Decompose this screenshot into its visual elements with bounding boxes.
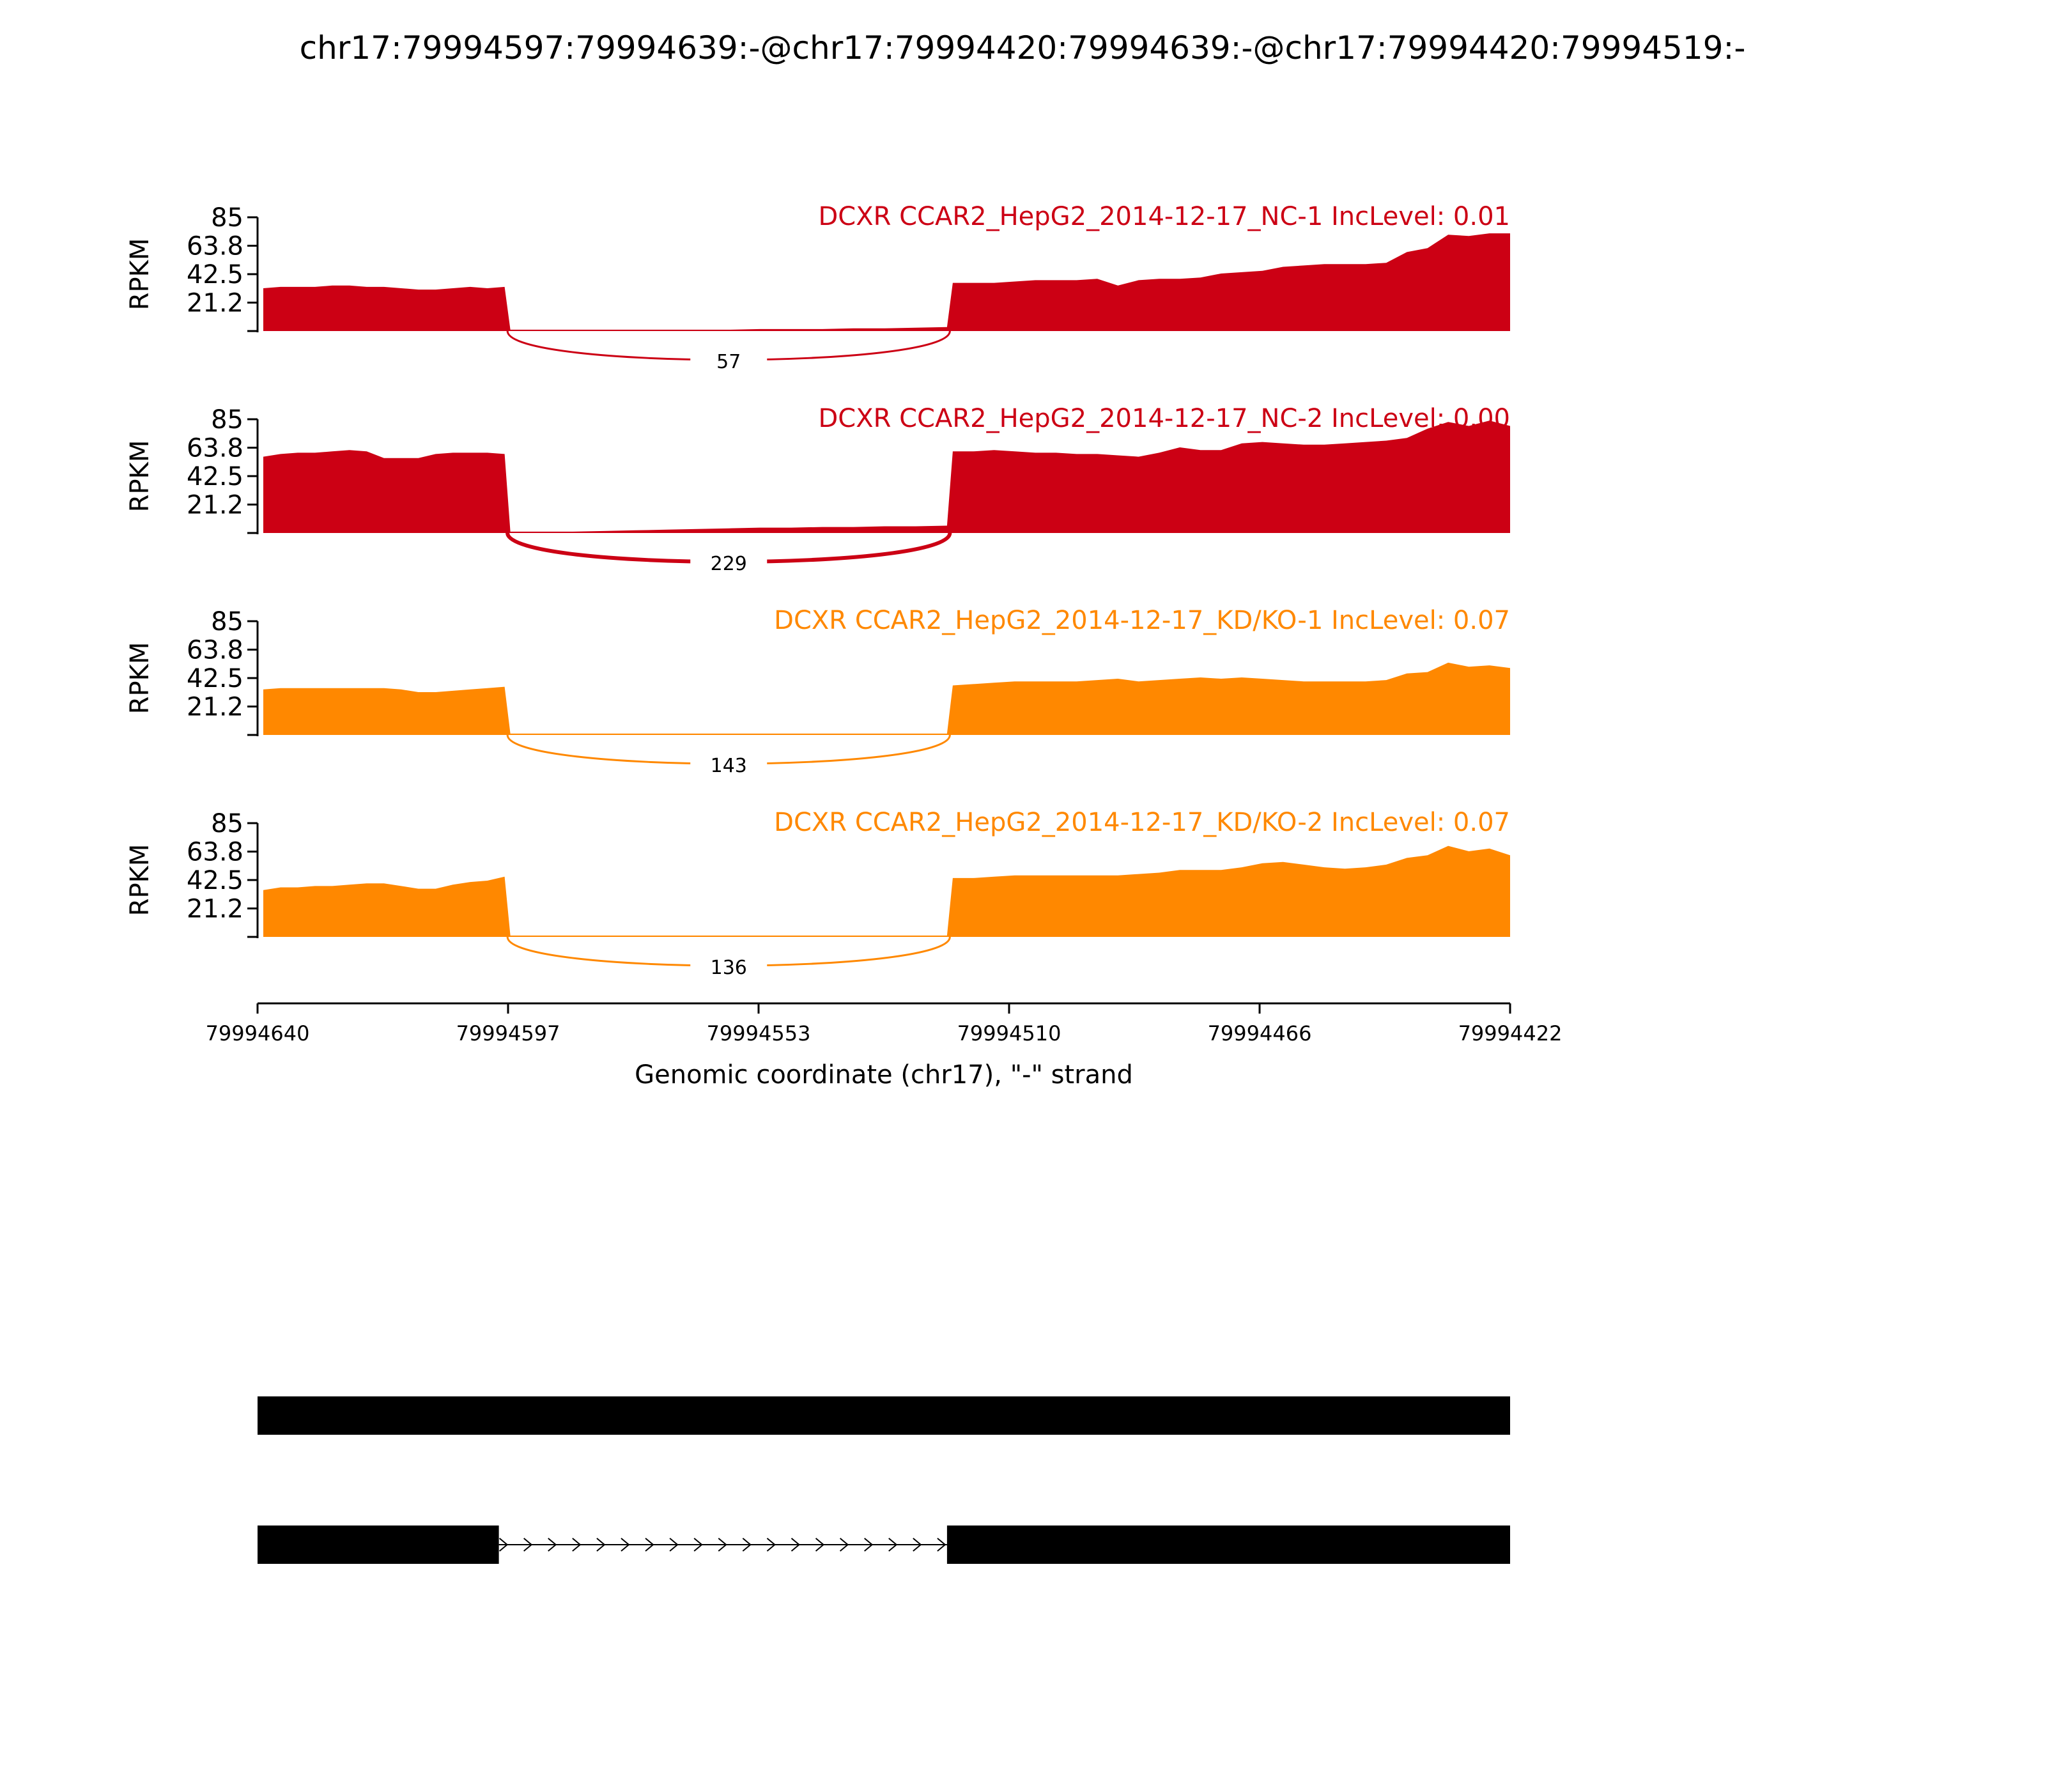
coverage-area: [263, 233, 1510, 331]
junction-count-label: 136: [711, 957, 747, 979]
y-tick-label: 63.8: [187, 434, 243, 463]
y-tick-label: 21.2: [187, 491, 243, 520]
y-tick-label: 21.2: [187, 289, 243, 318]
x-tick-label: 79994422: [1458, 1021, 1563, 1046]
intron-arrow: [596, 1538, 606, 1552]
y-axis-label: RPKM: [125, 440, 155, 513]
x-axis-label: Genomic coordinate (chr17), "-" strand: [635, 1060, 1133, 1090]
coverage-area: [263, 421, 1510, 533]
y-axis-label: RPKM: [125, 238, 155, 311]
coverage-area: [263, 846, 1510, 937]
y-tick-label: 85: [211, 809, 243, 838]
junction-label-bg: [690, 751, 768, 779]
track-1: 21.242.563.885 RPKM 57 DCXR CCAR2_HepG2_201…: [125, 202, 1510, 375]
junction-label-bg: [690, 549, 768, 577]
intron-arrow: [791, 1538, 801, 1552]
intron-arrow: [572, 1538, 582, 1552]
track-3: 21.242.563.885 RPKM 143 DCXR CCAR2_HepG2_20…: [125, 606, 1510, 779]
junction-count-label: 229: [711, 553, 747, 575]
x-axis: 79994640 79994597 79994553 79994510 79994466…: [206, 1002, 1563, 1046]
y-tick-label: 42.5: [187, 866, 243, 895]
intron-arrow: [548, 1538, 557, 1552]
intron-arrow: [937, 1538, 946, 1552]
track-4: 21.242.563.885 RPKM 136 DCXR CCAR2_HepG2_20…: [125, 808, 1510, 981]
y-tick-label: 63.8: [187, 232, 243, 261]
intron-arrow: [693, 1538, 703, 1552]
y-axis-label: RPKM: [125, 844, 155, 916]
y-tick-label: 63.8: [187, 838, 243, 867]
y-tick-label: 42.5: [187, 462, 243, 491]
intron-arrow: [523, 1538, 533, 1552]
track-label: DCXR CCAR2_HepG2_2014-12-17_NC-2 IncLeve…: [818, 404, 1510, 433]
x-tick-label: 79994597: [456, 1021, 560, 1046]
y-tick-label: 85: [211, 607, 243, 637]
gene-models: [258, 1396, 1510, 1564]
intron-arrow: [839, 1538, 849, 1552]
exon-block: [258, 1526, 499, 1564]
intron-arrow: [669, 1538, 679, 1552]
track-label: DCXR CCAR2_HepG2_2014-12-17_KD/KO-1 IncL…: [774, 606, 1510, 635]
track-2: 21.242.563.885 RPKM 229 DCXR CCAR2_HepG2_20…: [125, 404, 1510, 577]
intron-arrow: [718, 1538, 727, 1552]
junction-count-label: 57: [716, 351, 741, 373]
y-tick-label: 42.5: [187, 664, 243, 693]
x-tick-label: 79994553: [707, 1021, 811, 1046]
coverage-area: [263, 662, 1510, 735]
x-tick-label: 79994466: [1208, 1021, 1312, 1046]
intron-arrow: [815, 1538, 825, 1552]
gene-model-2: [258, 1526, 1510, 1564]
junction-count-label: 143: [711, 755, 747, 777]
junction-label-bg: [690, 347, 768, 375]
intron-arrow: [888, 1538, 898, 1552]
gene-model-1: [258, 1396, 1510, 1435]
x-tick-label: 79994640: [206, 1021, 310, 1046]
figure-title: chr17:79994597:79994639:-@chr17:79994420…: [300, 29, 1746, 66]
y-tick-label: 42.5: [187, 260, 243, 290]
x-tick-label: 79994510: [957, 1021, 1061, 1046]
track-label: DCXR CCAR2_HepG2_2014-12-17_KD/KO-2 IncL…: [774, 808, 1510, 837]
intron-arrow: [766, 1538, 776, 1552]
y-tick-label: 63.8: [187, 636, 243, 665]
y-axis-label: RPKM: [125, 642, 155, 714]
y-tick-label: 85: [211, 405, 243, 435]
y-tick-label: 21.2: [187, 693, 243, 722]
track-label: DCXR CCAR2_HepG2_2014-12-17_NC-1 IncLeve…: [818, 202, 1510, 231]
intron-arrow: [913, 1538, 922, 1552]
intron-arrow: [645, 1538, 654, 1552]
intron-arrow: [621, 1538, 630, 1552]
intron-arrow: [742, 1538, 752, 1552]
exon-block: [258, 1396, 1510, 1435]
y-tick-label: 21.2: [187, 895, 243, 924]
exon-block: [946, 1526, 1510, 1564]
y-tick-label: 85: [211, 203, 243, 233]
intron-arrow: [864, 1538, 874, 1552]
junction-label-bg: [690, 953, 768, 981]
intron-arrow: [498, 1538, 509, 1552]
